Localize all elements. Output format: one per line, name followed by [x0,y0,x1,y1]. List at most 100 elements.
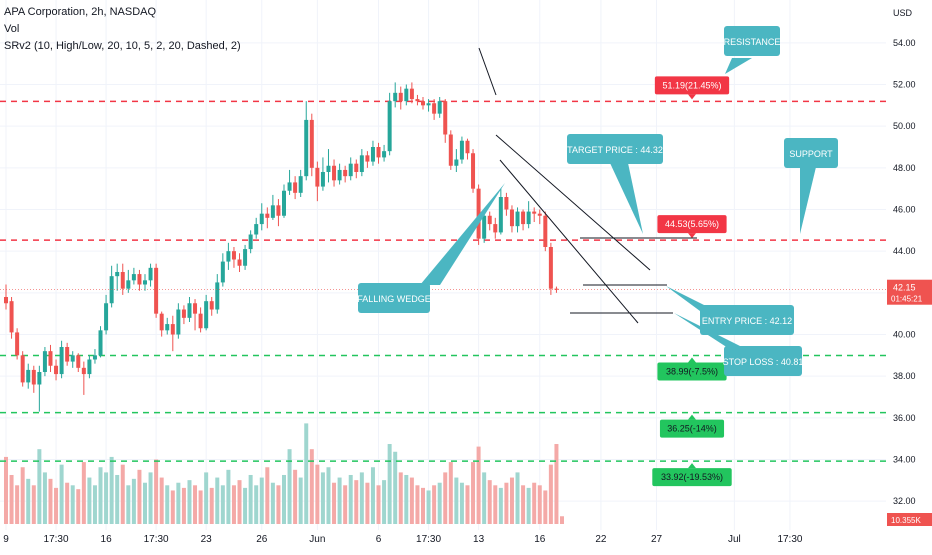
candle[interactable] [471,149,476,193]
candle[interactable] [65,342,70,366]
candle[interactable] [265,207,270,229]
wedge-upper-line-2[interactable] [495,134,651,271]
candle[interactable] [309,113,314,177]
candle[interactable] [465,138,470,160]
candle[interactable] [282,184,286,218]
candle[interactable] [109,265,114,308]
candle[interactable] [337,163,342,185]
candle[interactable] [81,361,86,395]
candle[interactable] [204,294,209,331]
candle[interactable] [515,207,520,233]
candle[interactable] [276,199,281,227]
candle[interactable] [509,205,514,233]
candle[interactable] [320,157,325,191]
candle[interactable] [193,299,198,331]
candle[interactable] [259,203,264,231]
candle[interactable] [215,274,220,314]
candle[interactable] [404,84,409,106]
candle[interactable] [170,315,175,352]
candle[interactable] [326,149,331,183]
candle[interactable] [70,351,75,368]
candle[interactable] [548,242,553,295]
candle[interactable] [231,247,236,268]
candle[interactable] [493,217,498,239]
candle[interactable] [443,99,448,143]
candle[interactable] [521,209,526,231]
candle[interactable] [237,253,242,272]
candle[interactable] [120,263,125,295]
candle[interactable] [115,263,120,291]
candle[interactable] [437,97,442,118]
candle[interactable] [198,307,203,333]
candle[interactable] [376,142,381,164]
falling-wedge-callout[interactable] [358,283,430,313]
candle[interactable] [104,294,109,335]
candle[interactable] [131,267,136,285]
candle[interactable] [76,353,81,372]
candle[interactable] [387,92,392,156]
candle[interactable] [398,86,403,110]
candle[interactable] [293,176,298,200]
candle[interactable] [248,230,253,254]
candle[interactable] [487,211,492,231]
candle[interactable] [226,242,231,270]
candle[interactable] [543,211,548,252]
candle[interactable] [421,97,425,110]
candle[interactable] [343,165,348,183]
resistance-callout[interactable] [724,26,780,56]
candle[interactable] [359,149,364,177]
candle[interactable] [15,328,20,360]
candle[interactable] [26,363,31,389]
candle[interactable] [459,136,464,164]
candle[interactable] [37,365,42,412]
candle[interactable] [532,207,537,222]
candle[interactable] [176,303,181,339]
candle[interactable] [59,340,64,379]
candle[interactable] [498,188,503,235]
candle[interactable] [143,274,147,291]
candle[interactable] [31,365,36,393]
candle[interactable] [409,82,414,104]
support-callout[interactable] [784,138,838,168]
candle[interactable] [298,169,303,197]
candle[interactable] [315,161,320,202]
candle[interactable] [9,297,14,339]
candle[interactable] [42,347,47,377]
candle[interactable] [287,169,292,195]
stop-loss-callout[interactable] [724,346,802,376]
candle[interactable] [354,159,359,179]
candle[interactable] [154,263,159,318]
candle[interactable] [504,192,509,216]
candle[interactable] [454,149,459,172]
candle[interactable] [448,130,453,170]
candle[interactable] [87,355,92,379]
target-callout[interactable] [567,134,663,164]
candle[interactable] [20,351,25,387]
candle[interactable] [537,209,542,225]
candle[interactable] [254,217,259,239]
candle[interactable] [432,99,437,120]
candle[interactable] [98,326,103,358]
candle[interactable] [332,159,337,187]
candle[interactable] [370,140,375,166]
wedge-upper-line[interactable] [478,47,497,96]
candle[interactable] [148,263,153,287]
candle[interactable] [54,359,59,381]
candle[interactable] [554,286,559,293]
candle[interactable] [243,244,248,270]
candle[interactable] [304,101,309,181]
indicator-legend[interactable]: SRv2 (10, High/Low, 20, 10, 5, 2, 20, Da… [4,40,241,52]
entry-price-callout[interactable] [700,305,794,335]
candle[interactable] [426,99,431,112]
candle[interactable] [365,151,370,168]
volume-legend[interactable]: Vol [4,23,20,35]
candle[interactable] [209,297,214,316]
candle[interactable] [187,297,192,322]
candle[interactable] [126,269,131,293]
candle[interactable] [48,344,53,372]
candle[interactable] [137,269,142,291]
candle[interactable] [348,157,353,181]
candle[interactable] [165,317,170,335]
